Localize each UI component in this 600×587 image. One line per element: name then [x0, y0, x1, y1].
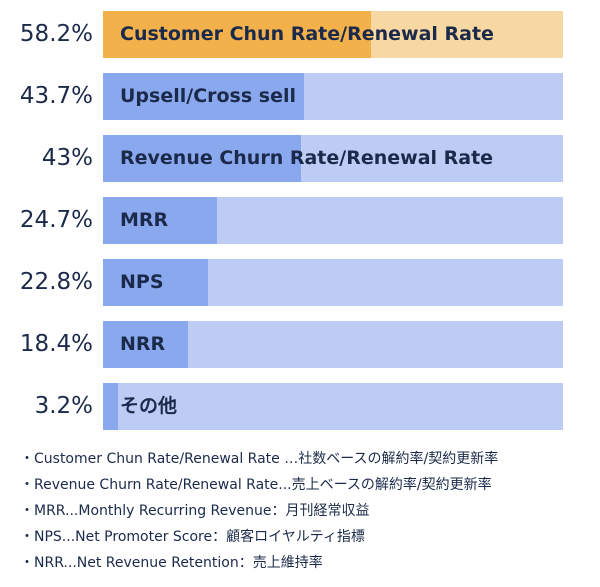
value-label: 43%	[41, 145, 93, 171]
category-label: Revenue Churn Rate/Renewal Rate	[120, 147, 494, 169]
bar-row: 3.2% その他	[0, 383, 600, 430]
value-label: 24.7%	[19, 207, 93, 233]
bar-track: Customer Chun Rate/Renewal Rate	[103, 11, 563, 58]
category-label: MRR	[120, 209, 169, 231]
bar	[103, 197, 217, 244]
bar-track: NRR	[103, 321, 563, 368]
value-label: 3.2%	[34, 393, 93, 419]
bar	[103, 321, 188, 368]
note-bullet: ・	[20, 503, 34, 519]
bar-track: Revenue Churn Rate/Renewal Rate	[103, 135, 563, 182]
note-item: ・ Customer Chun Rate/Renewal Rate …社数ベースの…	[0, 446, 600, 472]
note-text: Customer Chun Rate/Renewal Rate …社数ベースの解…	[34, 451, 499, 467]
note-item: ・ NPS...Net Promoter Score：顧客ロイヤルティ指標	[0, 524, 600, 550]
note-text: Revenue Churn Rate/Renewal Rate...売上ベースの…	[34, 477, 492, 493]
note-item: ・ Revenue Churn Rate/Renewal Rate...売上ベース…	[0, 472, 600, 498]
note-text: MRR...Monthly Recurring Revenue：月刊経常収益	[34, 503, 370, 519]
bar	[103, 383, 118, 430]
bar	[103, 73, 305, 120]
note-bullet: ・	[20, 451, 34, 467]
note-text: NPS...Net Promoter Score：顧客ロイヤルティ指標	[34, 529, 365, 545]
bar-track: NPS	[103, 259, 563, 306]
value-label: 18.4%	[19, 331, 93, 357]
bar-track: その他	[103, 383, 563, 430]
bar-track: MRR	[103, 197, 563, 244]
bar	[103, 11, 371, 58]
bar-chart: 58.2% Customer Chun Rate/Renewal Rate 43.7…	[0, 11, 600, 430]
notes-list: ・ Customer Chun Rate/Renewal Rate …社数ベースの…	[0, 446, 600, 576]
note-bullet: ・	[20, 555, 34, 571]
bar-track: Upsell/Cross sell	[103, 73, 563, 120]
note-text: NRR...Net Revenue Retention：売上維持率	[34, 555, 323, 571]
category-label: Upsell/Cross sell	[120, 85, 297, 107]
bar	[103, 135, 301, 182]
bar-row: 43.7% Upsell/Cross sell	[0, 73, 600, 120]
category-label: NRR	[120, 333, 166, 355]
value-label: 43.7%	[19, 83, 93, 109]
value-label: 58.2%	[19, 21, 93, 47]
note-item: ・ MRR...Monthly Recurring Revenue：月刊経常収益	[0, 498, 600, 524]
bar	[103, 259, 208, 306]
value-label: 22.8%	[19, 269, 93, 295]
category-label: Customer Chun Rate/Renewal Rate	[120, 23, 494, 45]
category-label: NPS	[120, 271, 164, 293]
bar-row: 58.2% Customer Chun Rate/Renewal Rate	[0, 11, 600, 58]
bar-row: 22.8% NPS	[0, 259, 600, 306]
note-bullet: ・	[20, 529, 34, 545]
note-bullet: ・	[20, 477, 34, 493]
bar-row: 18.4% NRR	[0, 321, 600, 368]
category-label: その他	[120, 395, 178, 417]
bar-row: 24.7% MRR	[0, 197, 600, 244]
bar-row: 43% Revenue Churn Rate/Renewal Rate	[0, 135, 600, 182]
note-item: ・ NRR...Net Revenue Retention：売上維持率	[0, 550, 600, 576]
